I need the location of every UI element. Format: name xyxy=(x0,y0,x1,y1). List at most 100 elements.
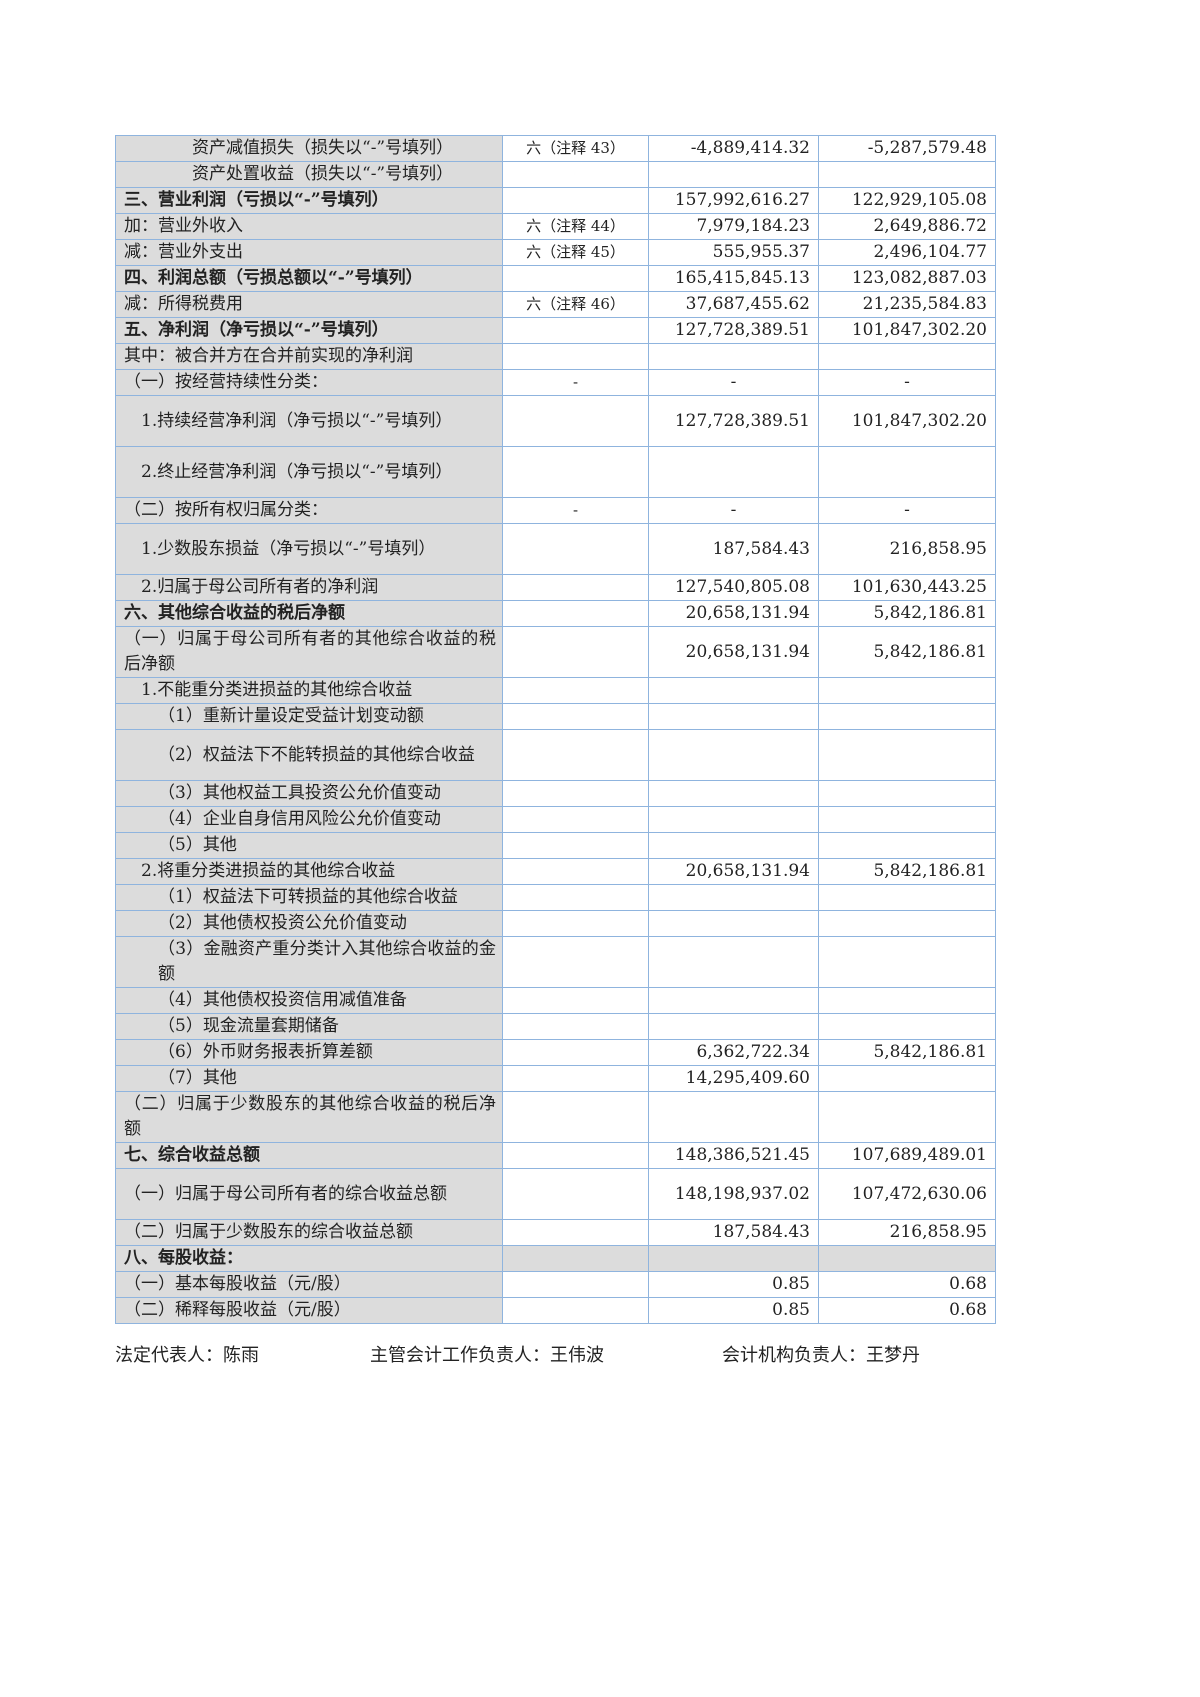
note-cell xyxy=(502,1297,649,1324)
current-period-cell: 0.85 xyxy=(648,1297,819,1324)
note-cell xyxy=(502,1168,649,1220)
note-cell xyxy=(502,1039,649,1066)
row-label: 1.持续经营净利润（净亏损以“-”号填列） xyxy=(115,395,503,447)
current-period-cell xyxy=(648,987,819,1014)
current-period-cell xyxy=(648,677,819,704)
table-row: （一）归属于母公司所有者的综合收益总额 148,198,937.02 107,472… xyxy=(115,1168,996,1220)
note-cell: 六（注释 44） xyxy=(502,213,649,240)
row-label: 七、综合收益总额 xyxy=(115,1142,503,1169)
prior-period-cell xyxy=(818,1065,996,1092)
table-row: 其中：被合并方在合并前实现的净利润 xyxy=(115,343,996,370)
note-cell: - xyxy=(502,497,649,524)
table-row: （二）按所有权归属分类： - - - xyxy=(115,497,996,524)
prior-period-cell: 0.68 xyxy=(818,1297,996,1324)
row-label: 资产减值损失（损失以“-”号填列） xyxy=(115,135,503,162)
note-cell xyxy=(502,1065,649,1092)
current-period-cell xyxy=(648,806,819,833)
current-period-cell xyxy=(648,884,819,911)
prior-period-cell: 2,649,886.72 xyxy=(818,213,996,240)
note-cell xyxy=(502,806,649,833)
note-cell: - xyxy=(502,369,649,396)
table-row: 1.不能重分类进损益的其他综合收益 xyxy=(115,677,996,704)
current-period-cell: 148,386,521.45 xyxy=(648,1142,819,1169)
table-row: 减：营业外支出 六（注释 45） 555,955.37 2,496,104.77 xyxy=(115,239,996,266)
prior-period-cell xyxy=(818,1091,996,1143)
row-label: （二）归属于少数股东的综合收益总额 xyxy=(115,1219,503,1246)
prior-period-cell: 5,842,186.81 xyxy=(818,600,996,627)
row-label: （一）按经营持续性分类： xyxy=(115,369,503,396)
prior-period-cell: 5,842,186.81 xyxy=(818,626,996,678)
row-label: 资产处置收益（损失以“-”号填列） xyxy=(115,161,503,188)
row-label: 2.归属于母公司所有者的净利润 xyxy=(115,574,503,601)
prior-period-cell: 21,235,584.83 xyxy=(818,291,996,318)
current-period-cell: 157,992,616.27 xyxy=(648,187,819,214)
current-period-cell: 165,415,845.13 xyxy=(648,265,819,292)
current-period-cell: 14,295,409.60 xyxy=(648,1065,819,1092)
note-cell xyxy=(502,987,649,1014)
note-cell xyxy=(502,523,649,575)
row-label: （一）归属于母公司所有者的综合收益总额 xyxy=(115,1168,503,1220)
prior-period-cell: 5,842,186.81 xyxy=(818,858,996,885)
prior-period-cell: 216,858.95 xyxy=(818,523,996,575)
row-label: 八、每股收益： xyxy=(115,1245,503,1272)
prior-period-cell: 107,472,630.06 xyxy=(818,1168,996,1220)
table-row: 2.将重分类进损益的其他综合收益 20,658,131.94 5,842,186.8… xyxy=(115,858,996,885)
prior-period-cell: 101,847,302.20 xyxy=(818,317,996,344)
row-label: （2）其他债权投资公允价值变动 xyxy=(115,910,503,937)
current-period-cell: 0.85 xyxy=(648,1271,819,1298)
current-period-cell xyxy=(648,1091,819,1143)
prior-period-cell: 5,842,186.81 xyxy=(818,1039,996,1066)
row-label: 其中：被合并方在合并前实现的净利润 xyxy=(115,343,503,370)
table-row: 资产处置收益（损失以“-”号填列） xyxy=(115,161,996,188)
row-label: （2）权益法下不能转损益的其他综合收益 xyxy=(115,729,503,781)
prior-period-cell xyxy=(818,161,996,188)
prior-period-cell xyxy=(818,343,996,370)
row-label: （1）重新计量设定受益计划变动额 xyxy=(115,703,503,730)
row-label: （5）现金流量套期储备 xyxy=(115,1013,503,1040)
current-period-cell xyxy=(648,780,819,807)
prior-period-cell: 101,630,443.25 xyxy=(818,574,996,601)
row-label: 四、利润总额（亏损总额以“-”号填列） xyxy=(115,265,503,292)
current-period-cell: 127,728,389.51 xyxy=(648,395,819,447)
note-cell: 六（注释 43） xyxy=(502,135,649,162)
table-row: （一）归属于母公司所有者的其他综合收益的税后净额 20,658,131.94 5,8… xyxy=(115,626,996,678)
row-label: 1.不能重分类进损益的其他综合收益 xyxy=(115,677,503,704)
current-period-cell xyxy=(648,1013,819,1040)
current-period-cell xyxy=(648,161,819,188)
prior-period-cell xyxy=(818,1013,996,1040)
note-cell xyxy=(502,1091,649,1143)
table-row: （5）其他 xyxy=(115,832,996,859)
current-period-cell: 187,584.43 xyxy=(648,1219,819,1246)
row-label: 1.少数股东损益（净亏损以“-”号填列） xyxy=(115,523,503,575)
table-row: （一）基本每股收益（元/股） 0.85 0.68 xyxy=(115,1271,996,1298)
current-period-cell: 20,658,131.94 xyxy=(648,626,819,678)
row-label: 减：所得税费用 xyxy=(115,291,503,318)
row-label: 减：营业外支出 xyxy=(115,239,503,266)
row-label: （二）归属于少数股东的其他综合收益的税后净额 xyxy=(115,1091,503,1143)
current-period-cell xyxy=(648,446,819,498)
table-row: （4）企业自身信用风险公允价值变动 xyxy=(115,806,996,833)
table-row: 四、利润总额（亏损总额以“-”号填列） 165,415,845.13 123,082… xyxy=(115,265,996,292)
note-cell xyxy=(502,1142,649,1169)
prior-period-cell: 0.68 xyxy=(818,1271,996,1298)
note-cell xyxy=(502,317,649,344)
current-period-cell: 127,728,389.51 xyxy=(648,317,819,344)
row-label: （4）企业自身信用风险公允价值变动 xyxy=(115,806,503,833)
prior-period-cell xyxy=(818,832,996,859)
table-row: （6）外币财务报表折算差额 6,362,722.34 5,842,186.81 xyxy=(115,1039,996,1066)
note-cell xyxy=(502,265,649,292)
legal-representative: 法定代表人：陈雨 xyxy=(115,1345,259,1366)
note-cell xyxy=(502,343,649,370)
row-label: 五、净利润（净亏损以“-”号填列） xyxy=(115,317,503,344)
note-cell xyxy=(502,574,649,601)
row-label: （二）稀释每股收益（元/股） xyxy=(115,1297,503,1324)
income-statement-table: 资产减值损失（损失以“-”号填列） 六（注释 43） -4,889,414.32 -5… xyxy=(115,135,996,1324)
table-row: 资产减值损失（损失以“-”号填列） 六（注释 43） -4,889,414.32 -5… xyxy=(115,135,996,162)
note-cell xyxy=(502,626,649,678)
row-label: 2.终止经营净利润（净亏损以“-”号填列） xyxy=(115,446,503,498)
row-label: （6）外币财务报表折算差额 xyxy=(115,1039,503,1066)
prior-period-cell xyxy=(818,780,996,807)
prior-period-cell xyxy=(818,987,996,1014)
prior-period-cell: 123,082,887.03 xyxy=(818,265,996,292)
prior-period-cell xyxy=(818,936,996,988)
